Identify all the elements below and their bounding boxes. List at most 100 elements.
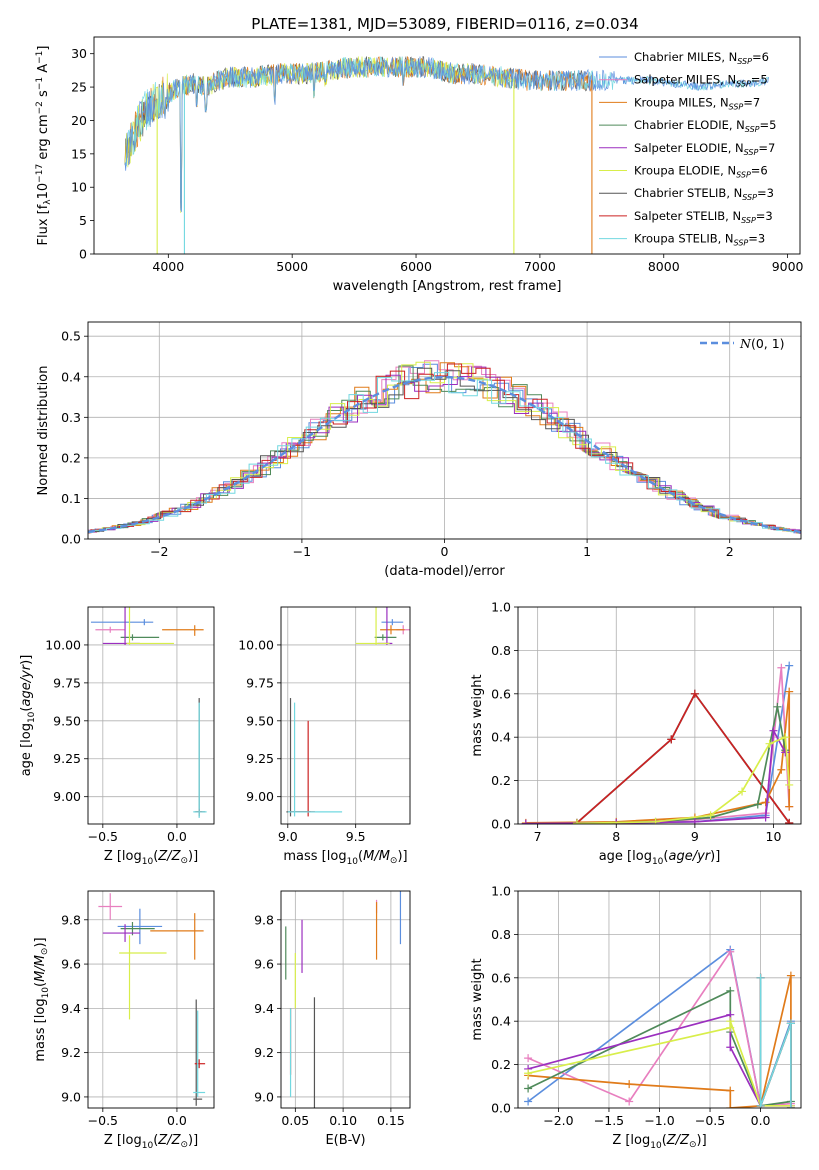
axes-frame [87,321,802,540]
x-axis-label: (data-model)/error [384,564,505,579]
x-axis-label: Z [log10(Z/Z⊙)] [104,1133,198,1151]
gaussian-curve [88,376,801,534]
spectrum-line [124,56,769,213]
histogram-step [88,366,801,534]
mass-weight-marker [786,1104,795,1108]
mass-weight-marker [785,780,794,789]
mass-weight-marker [726,986,735,995]
y-tick-label: 1.0 [491,600,511,615]
y-tick-label: 0.6 [491,686,511,701]
histogram-step [88,365,801,534]
panel-massweight-vs-age: 7 8 9 10 0.0 0.2 0.4 0.6 0.8 1.0 [491,600,802,844]
mass-weight-line [525,665,791,824]
x-tick-label: 9 [691,829,699,844]
mass-weight-marker [726,947,735,956]
axes-frame [280,890,411,1109]
y-tick-label: 9.25 [53,751,81,766]
x-tick-label: −1 [293,544,311,559]
mass-weight-marker [726,1017,735,1026]
legend-label: Salpeter ELODIE, NSSP=7 [634,141,775,157]
y-tick-label: 15 [71,146,87,161]
mass-weight-marker [781,733,790,742]
mass-weight-marker [786,971,795,980]
y-tick-label: 0.8 [491,927,511,942]
y-tick-label: 20 [71,113,87,128]
legend-label: Kroupa MILES, NSSP=7 [634,95,760,111]
axes-frame [93,36,801,255]
plot-area-mass-vs-ebv [281,891,410,1108]
mass-weight-marker [769,726,778,735]
panel-spectrum: 4000 5000 6000 7000 8000 9000 0 5 10 15 20 25 30 [71,36,804,274]
legend-label: Kroupa ELODIE, NSSP=6 [634,164,768,180]
mass-weight-marker [572,819,581,824]
y-tick-label: 9.4 [61,1001,81,1016]
x-tick-label: 4000 [152,259,184,274]
panel-massweight-vs-z: −2.0 −1.5 −1.0 −0.5 0.0 0.0 0.2 0.4 0.6 0.8 1.0 [491,884,802,1128]
mass-weight-line [759,977,792,1108]
x-axis-label: E(B-V) [325,1133,365,1148]
legend-label: N(0, 1) [739,336,785,351]
x-tick-label: −0.5 [88,1113,118,1128]
mass-weight-marker [785,818,794,824]
x-tick-label: 7 [534,829,542,844]
panel-residuals: −2 −1 0 1 2 0.0 0.1 0.2 0.3 0.4 0.5 [61,321,802,559]
histogram-step [88,363,801,534]
x-tick-label: 8000 [648,259,680,274]
mass-weight-marker [524,1069,533,1078]
y-tick-label: 0.4 [491,1014,511,1029]
x-tick-label: −0.5 [88,829,118,844]
x-tick-label: −2.0 [543,1113,573,1128]
y-tick-label: 9.75 [246,675,274,690]
mass-weight-marker [625,1097,634,1106]
x-tick-label: −0.5 [695,1113,725,1128]
y-tick-label: 9.6 [254,957,274,972]
plot-area-age-vs-mass [281,607,410,824]
panel-mass-vs-ebv: 0.05 0.10 0.15 9.0 9.2 9.4 9.6 9.8 [254,890,411,1128]
panel-mass-vs-z: −0.5 0.0 9.0 9.2 9.4 9.6 9.8 [61,890,215,1128]
y-tick-label: 0 [79,247,87,262]
y-tick-label: 0.6 [491,970,511,985]
mass-weight-marker [777,765,786,774]
mass-weight-marker [761,813,770,822]
y-tick-label: 0.1 [61,491,81,506]
y-tick-label: 0.2 [491,773,511,788]
mass-weight-marker [756,973,765,982]
x-tick-label: 6000 [400,259,432,274]
x-tick-label: −2 [150,544,168,559]
mass-weight-marker [777,663,786,672]
y-tick-label: 9.2 [61,1045,81,1060]
mass-weight-marker [761,798,770,807]
y-tick-label: 10 [71,180,87,195]
x-tick-label: 10 [766,829,782,844]
mass-weight-marker [690,817,699,824]
x-tick-label: 0 [441,544,449,559]
y-tick-label: 0.4 [491,730,511,745]
plot-area-mass-vs-z [88,891,214,1108]
axes-frame [87,606,215,825]
mass-weight-marker [786,1019,795,1028]
y-tick-label: 0.0 [491,817,511,832]
x-axis-label: Z [log10(Z/Z⊙)] [104,849,198,867]
mass-weight-marker [524,1084,533,1093]
mass-weight-marker [756,1101,765,1108]
x-tick-label: 1 [583,544,591,559]
mass-weight-marker [785,687,794,696]
mass-weight-marker [753,800,762,809]
plot-area-massweight-vs-z [518,891,801,1108]
histogram-step [88,363,801,534]
mass-weight-line [525,691,791,824]
x-tick-label: −1.5 [594,1113,624,1128]
mass-weight-line [576,706,787,824]
x-tick-label: −1.0 [644,1113,674,1128]
legend-label: Chabrier STELIB, NSSP=3 [634,186,774,202]
mass-weight-marker [773,702,782,711]
y-tick-label: 1.0 [491,884,511,899]
x-tick-label: 9000 [772,259,804,274]
y-axis-label: mass weight [470,674,485,756]
panel-age-vs-z: −0.5 0.0 9.00 9.25 9.50 9.75 10.00 [45,606,215,844]
x-tick-label: 5000 [276,259,308,274]
y-axis-label: mass [log10(M/M⊙)] [33,937,51,1061]
x-tick-label: 0.05 [281,1113,309,1128]
y-tick-label: 10.00 [238,637,274,652]
x-tick-label: 8 [612,829,620,844]
